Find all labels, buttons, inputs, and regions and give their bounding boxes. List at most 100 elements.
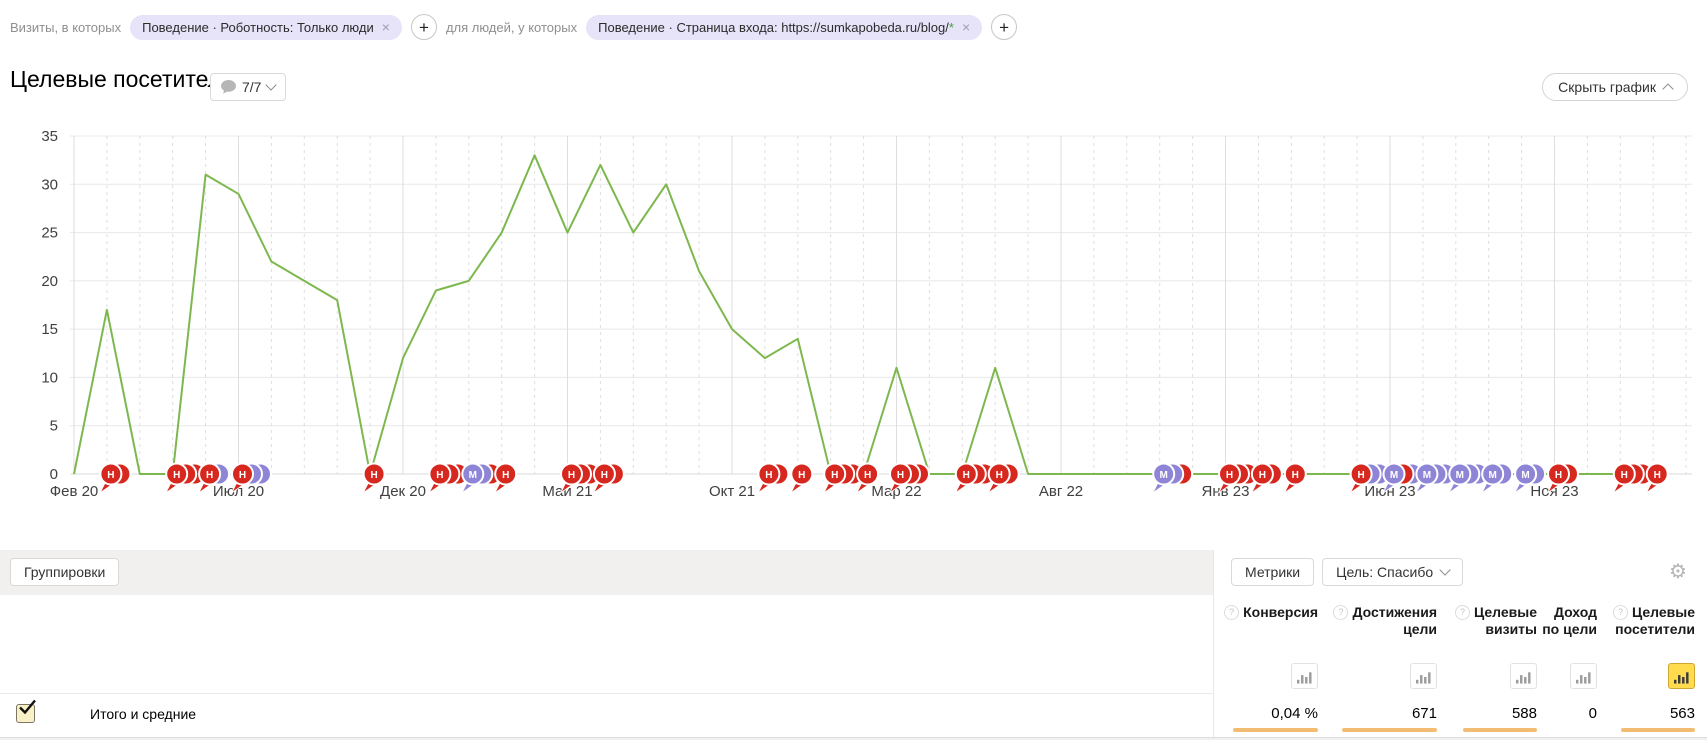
goal-selector[interactable]: Цель: Спасибо (1322, 558, 1464, 586)
annotation-marker[interactable]: Н (231, 462, 272, 494)
bar-chart-icon (1516, 672, 1531, 684)
column-header-label: Доход по цели (1542, 604, 1597, 637)
annotation-marker[interactable]: Н (494, 462, 518, 494)
wildcard-text: * (948, 19, 954, 35)
annotation-marker[interactable]: Н (1283, 462, 1307, 494)
gear-icon[interactable]: ⚙ (1669, 561, 1687, 583)
chevron-down-icon (265, 79, 278, 91)
table-vertical-divider (1213, 550, 1214, 737)
close-icon[interactable]: × (961, 19, 971, 35)
help-icon[interactable]: ? (1454, 605, 1470, 620)
annotation-marker[interactable]: Н (165, 462, 207, 494)
x-axis-label: Ноя 23 (1530, 483, 1578, 500)
y-axis-label: 0 (50, 466, 58, 483)
svg-text:Н: Н (1259, 470, 1266, 481)
metric-chart-toggle[interactable] (1291, 663, 1318, 689)
annotation-marker[interactable]: Н (1250, 462, 1283, 494)
annotation-marker[interactable]: Н (592, 462, 625, 494)
column-header-label: Целевые визиты (1473, 604, 1537, 637)
annotation-marker[interactable]: М (1152, 462, 1194, 494)
bar-chart-icon (1576, 672, 1591, 684)
y-axis-label: 25 (41, 225, 58, 242)
add-visits-condition-button[interactable]: + (410, 14, 437, 40)
annotation-marker[interactable]: Н (856, 462, 880, 494)
people-filter-chip[interactable]: Поведение · Страница входа: https://sumk… (586, 14, 983, 40)
svg-text:М: М (1160, 470, 1168, 481)
annotation-marker[interactable]: М (1415, 462, 1457, 494)
value-bar (1621, 728, 1695, 732)
column-toggle-cell (1218, 663, 1318, 689)
svg-text:Н: Н (436, 470, 443, 481)
column-value: 0,04 % (1271, 705, 1318, 722)
groupings-button[interactable]: Группировки (10, 558, 120, 586)
x-axis-label: Окт 21 (709, 483, 755, 500)
annotation-marker[interactable]: М (1382, 462, 1424, 494)
annotation-marker[interactable]: Н (1349, 462, 1391, 494)
totals-row-label: Итого и средние (90, 706, 197, 722)
annotation-marker[interactable]: Н (1645, 462, 1669, 494)
svg-text:Н: Н (239, 470, 246, 481)
svg-text:Н: Н (1226, 470, 1233, 481)
svg-text:М: М (1456, 470, 1464, 481)
close-icon[interactable]: × (381, 19, 390, 35)
column-header: Доход по цели (1537, 604, 1597, 638)
plus-icon: + (418, 17, 429, 37)
hide-chart-button[interactable]: Скрыть график (1542, 73, 1688, 101)
table-toolbar-strip: Группировки (0, 550, 1213, 595)
metrics-button[interactable]: Метрики (1231, 558, 1315, 586)
annotation-marker[interactable]: Н (198, 462, 231, 494)
checkmark-icon (19, 699, 36, 715)
svg-text:Н: Н (1621, 470, 1628, 481)
chevron-up-icon (1662, 83, 1674, 95)
annotation-marker[interactable]: Н (757, 462, 790, 494)
people-filter-chip-text: Поведение · Страница входа: https://sumk… (598, 19, 954, 35)
annotation-marker[interactable]: Н (889, 462, 930, 494)
svg-text:Н: Н (107, 470, 114, 481)
svg-text:Н: Н (1357, 470, 1364, 481)
annotation-marker[interactable]: Н (790, 462, 814, 494)
bar-chart-icon (1297, 672, 1312, 684)
metric-columns-header: ? Конверсия? Достижения цели? Целевые визит… (1213, 604, 1707, 638)
column-value: 563 (1669, 705, 1695, 722)
annotation-marker[interactable]: Н (823, 462, 865, 494)
svg-text:Н: Н (601, 470, 608, 481)
annotation-marker[interactable]: М (1481, 462, 1514, 494)
metric-chart-toggle[interactable] (1668, 663, 1695, 689)
annotation-marker[interactable]: Н (1547, 462, 1579, 494)
annotation-marker[interactable]: Н (1218, 462, 1259, 494)
y-axis-label: 30 (41, 176, 58, 193)
column-header: ? Конверсия (1218, 604, 1318, 638)
svg-text:Н: Н (568, 470, 575, 481)
svg-text:М: М (1390, 470, 1398, 481)
metric-chart-toggle[interactable] (1510, 663, 1537, 689)
svg-text:Н: Н (502, 470, 509, 481)
column-value-cell: 0 (1537, 705, 1597, 732)
annotation-marker[interactable]: Н (99, 462, 132, 494)
metric-chart-toggle[interactable] (1410, 663, 1437, 689)
annotation-marker[interactable]: Н (362, 462, 386, 494)
visits-filter-chip-text: Поведение · Роботность: Только люди (142, 19, 374, 35)
annotation-marker[interactable]: М (1514, 462, 1547, 494)
totals-checkbox[interactable] (16, 699, 36, 723)
svg-text:Н: Н (798, 470, 805, 481)
svg-text:Н: Н (765, 470, 772, 481)
visits-filter-chip[interactable]: Поведение · Роботность: Только люди × (130, 14, 402, 40)
svg-text:Н: Н (206, 470, 213, 481)
help-icon[interactable]: ? (1612, 605, 1628, 620)
add-people-condition-button[interactable]: + (991, 14, 1018, 40)
metric-chart-toggle[interactable] (1570, 663, 1597, 689)
x-axis-label: Дек 20 (380, 483, 426, 500)
svg-text:Н: Н (831, 470, 838, 481)
column-value: 671 (1411, 705, 1437, 722)
x-axis-label: Июн 23 (1364, 483, 1415, 500)
annotations-button[interactable]: 7/7 (210, 73, 287, 101)
column-header-label: Целевые посетители (1615, 604, 1695, 637)
page-title: Целевые посетители (10, 66, 234, 92)
help-icon[interactable]: ? (1333, 605, 1349, 620)
x-axis-label: Фев 20 (50, 483, 99, 500)
column-toggle-cell (1318, 663, 1437, 689)
annotation-marker[interactable]: Н (987, 462, 1020, 494)
help-icon[interactable]: ? (1224, 605, 1240, 620)
y-axis-label: 15 (41, 321, 58, 338)
